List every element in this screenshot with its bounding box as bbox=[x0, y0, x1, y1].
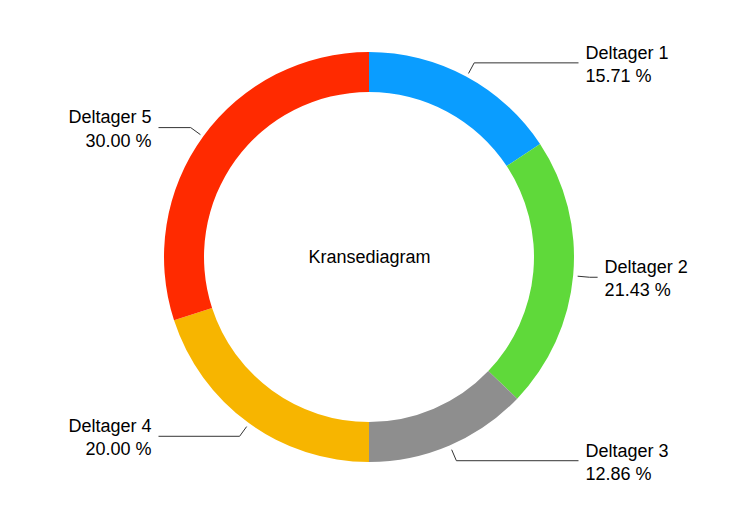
svg-text:Kransediagram: Kransediagram bbox=[308, 247, 430, 267]
svg-text:Deltager 115.71 %: Deltager 115.71 % bbox=[586, 43, 669, 86]
svg-text:Deltager 221.43 %: Deltager 221.43 % bbox=[605, 257, 688, 300]
svg-text:Deltager 420.00 %: Deltager 420.00 % bbox=[68, 416, 151, 459]
svg-text:Deltager 530.00 %: Deltager 530.00 % bbox=[68, 107, 151, 150]
svg-text:Deltager 312.86 %: Deltager 312.86 % bbox=[586, 440, 669, 483]
